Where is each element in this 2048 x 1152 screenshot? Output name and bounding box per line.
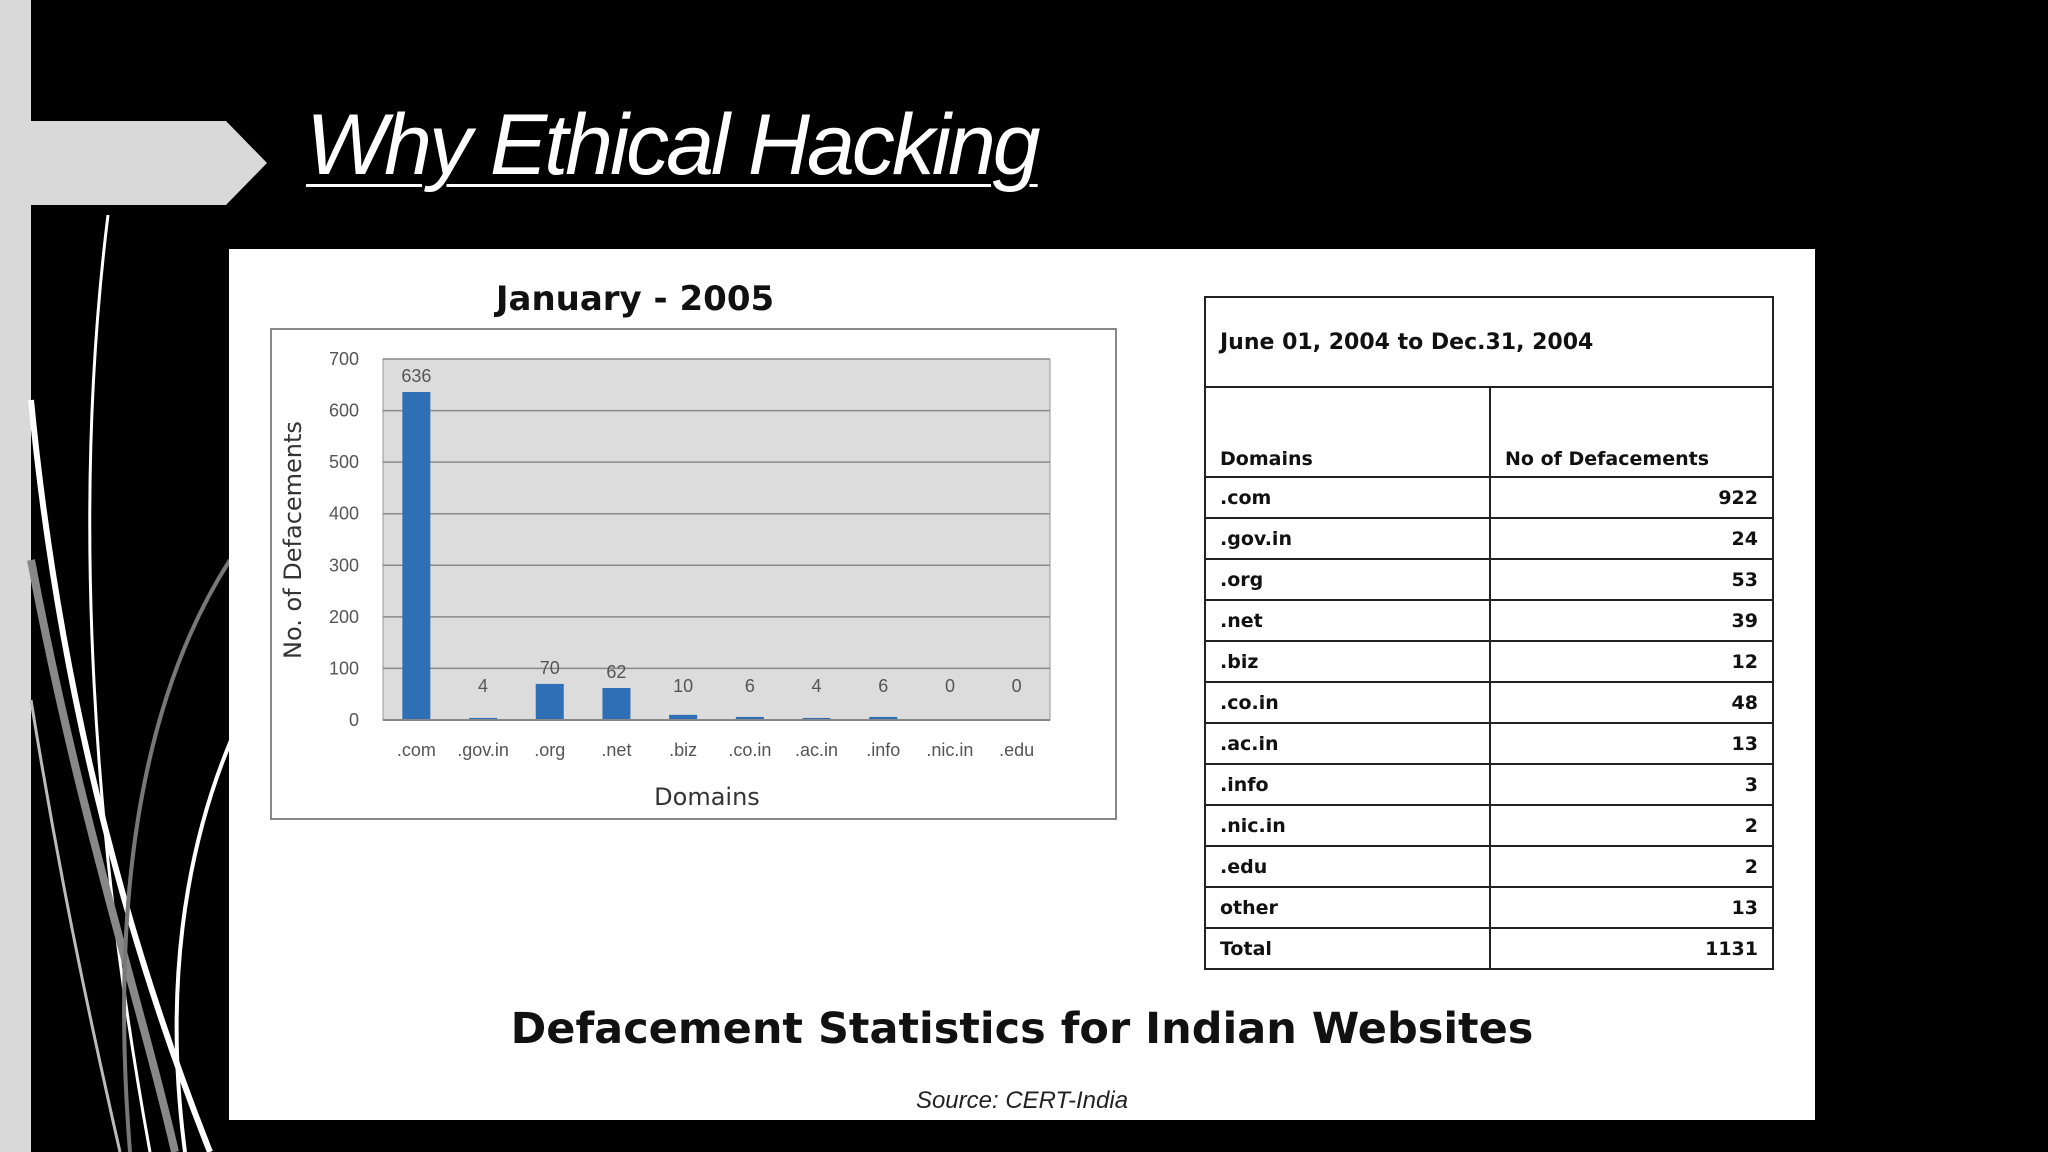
x-tick-label: .com xyxy=(397,740,436,760)
table-cell-count: 48 xyxy=(1489,681,1774,724)
table-cell-domain: .com xyxy=(1204,476,1491,519)
x-tick-label: .net xyxy=(601,740,631,760)
table-period: June 01, 2004 to Dec.31, 2004 xyxy=(1204,296,1774,388)
table-cell-count: 3 xyxy=(1489,763,1774,806)
table-cell-count: 13 xyxy=(1489,886,1774,929)
y-tick-label: 200 xyxy=(329,607,359,627)
table-cell-count: 12 xyxy=(1489,640,1774,683)
x-tick-label: .nic.in xyxy=(926,740,973,760)
table-row: .ac.in 13 xyxy=(1204,722,1774,765)
y-tick-label: 500 xyxy=(329,452,359,472)
bar xyxy=(535,683,564,720)
table-cell-count: 24 xyxy=(1489,517,1774,560)
table-header-row: Domains No of Defacements xyxy=(1204,386,1774,478)
table-cell-count: 1131 xyxy=(1489,927,1774,970)
table-cell-domain: .co.in xyxy=(1204,681,1491,724)
bar xyxy=(469,717,498,720)
bar xyxy=(869,716,898,720)
x-tick-label: .biz xyxy=(669,740,697,760)
table-header-domains: Domains xyxy=(1204,386,1491,478)
table-cell-domain: .info xyxy=(1204,763,1491,806)
y-tick-label: 700 xyxy=(329,349,359,369)
table-period-row: June 01, 2004 to Dec.31, 2004 xyxy=(1204,296,1774,388)
bar-data-label: 636 xyxy=(401,366,431,386)
table-cell-domain: .nic.in xyxy=(1204,804,1491,847)
x-tick-label: .edu xyxy=(999,740,1034,760)
source-note: Source: CERT-India xyxy=(915,1087,1129,1114)
chart-title: January - 2005 xyxy=(494,279,774,319)
table-header-count: No of Defacements xyxy=(1489,386,1774,478)
table-row: .net 39 xyxy=(1204,599,1774,642)
table-cell-domain: Total xyxy=(1204,927,1491,970)
table-cell-domain: .org xyxy=(1204,558,1491,601)
table-cell-domain: .biz xyxy=(1204,640,1491,683)
table-cell-domain: .ac.in xyxy=(1204,722,1491,765)
defacement-stats-table: June 01, 2004 to Dec.31, 2004 Domains No… xyxy=(1204,296,1774,970)
y-tick-label: 100 xyxy=(329,658,359,678)
x-tick-label: .co.in xyxy=(728,740,771,760)
table-cell-domain: .edu xyxy=(1204,845,1491,888)
y-tick-label: 400 xyxy=(329,504,359,524)
table-row: other 13 xyxy=(1204,886,1774,929)
x-tick-label: .org xyxy=(534,740,565,760)
table-cell-count: 39 xyxy=(1489,599,1774,642)
bar xyxy=(602,688,631,720)
table-row: .biz 12 xyxy=(1204,640,1774,683)
bar-data-label: 4 xyxy=(812,676,822,696)
bar-data-label: 70 xyxy=(540,658,560,678)
table-row: .nic.in 2 xyxy=(1204,804,1774,847)
title-arrow-shape xyxy=(31,121,267,205)
bar xyxy=(735,716,764,720)
x-tick-label: .ac.in xyxy=(795,740,838,760)
bar xyxy=(802,717,831,720)
table-row: .com 922 xyxy=(1204,476,1774,519)
table-row: .org 53 xyxy=(1204,558,1774,601)
table-row: .edu 2 xyxy=(1204,845,1774,888)
table-cell-domain: .gov.in xyxy=(1204,517,1491,560)
table-cell-count: 2 xyxy=(1489,845,1774,888)
x-tick-label: .gov.in xyxy=(457,740,509,760)
bar xyxy=(669,714,698,720)
bar-data-label: 6 xyxy=(878,676,888,696)
y-tick-label: 600 xyxy=(329,401,359,421)
table-cell-count: 53 xyxy=(1489,558,1774,601)
table-cell-count: 13 xyxy=(1489,722,1774,765)
slide-title: Why Ethical Hacking xyxy=(306,97,1041,193)
table-row: Total 1131 xyxy=(1204,927,1774,970)
table-row: .info 3 xyxy=(1204,763,1774,806)
bar-data-label: 4 xyxy=(478,676,488,696)
slide-heading: Defacement Statistics for Indian Website… xyxy=(510,1004,1534,1054)
left-accent-strip xyxy=(0,0,31,1152)
bar-data-label: 0 xyxy=(945,676,955,696)
bar-data-label: 10 xyxy=(673,676,693,696)
table-cell-count: 2 xyxy=(1489,804,1774,847)
table-cell-count: 922 xyxy=(1489,476,1774,519)
y-tick-label: 300 xyxy=(329,555,359,575)
bar xyxy=(402,392,431,720)
bar-data-label: 0 xyxy=(1012,676,1022,696)
table-row: .co.in 48 xyxy=(1204,681,1774,724)
x-tick-label: .info xyxy=(866,740,900,760)
plot-area xyxy=(382,358,1051,721)
content-panel: 0 100 200 300 400 500 600 700 636 4 70 62 10 6 4 6 0 0 .… xyxy=(229,249,1815,1120)
bar-data-label: 6 xyxy=(745,676,755,696)
table-cell-domain: other xyxy=(1204,886,1491,929)
bar-data-label: 62 xyxy=(606,662,626,682)
table-row: .gov.in 24 xyxy=(1204,517,1774,560)
table-cell-domain: .net xyxy=(1204,599,1491,642)
x-axis-title: Domains xyxy=(654,783,760,811)
y-tick-label: 0 xyxy=(349,710,359,730)
y-axis-title: No. of Defacements xyxy=(279,421,307,659)
